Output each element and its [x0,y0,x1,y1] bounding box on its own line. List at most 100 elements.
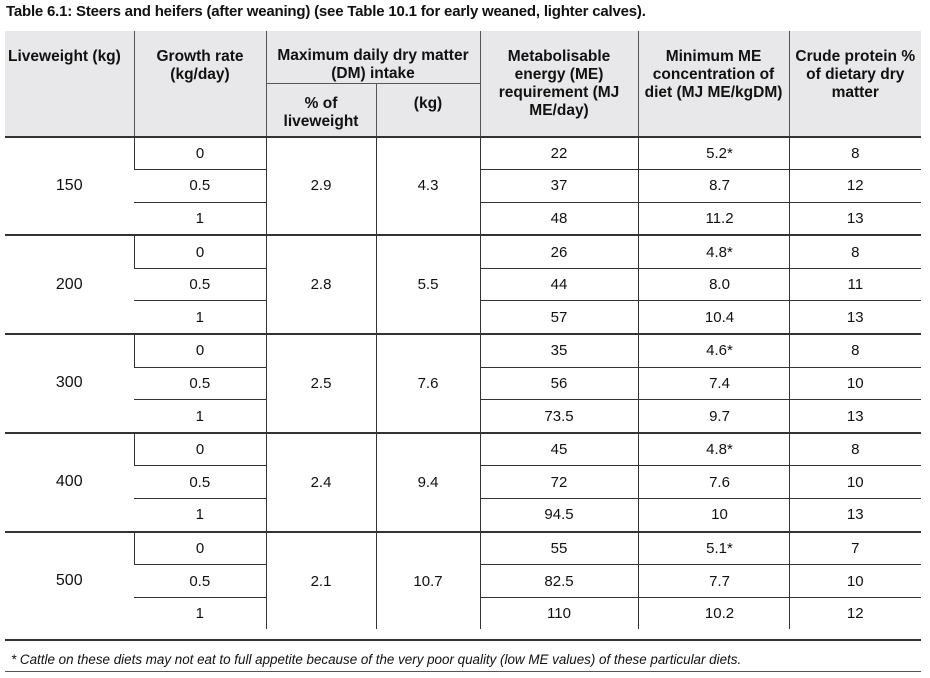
crude-protein-cell: 13 [788,498,922,532]
header-max-intake: Maximum daily dry matter (DM) intake [265,31,481,84]
me-requirement-cell: 110 [479,597,639,630]
growth-rate-cell: 1 [195,407,204,425]
growth-rate-cell: 0.5 [134,465,266,500]
liveweight-cell: 200 [5,234,134,335]
crude-protein-cell: 13 [788,202,922,236]
min-me-cell: 4.6* [637,333,790,368]
intake-kg-cell: 4.3 [375,136,481,236]
header-growth-rate: Growth rate (kg/day) [133,31,266,138]
min-me-cell: 10.2 [637,597,790,630]
table-row: 1 110 10.2 12 [5,597,922,630]
growth-rate-cell: 0 [133,234,266,269]
growth-rate-cell: 0 [133,431,266,467]
min-me-cell: 7.6 [637,465,790,500]
header-crude-protein: Crude protein % of dietary dry matter [788,31,922,138]
me-requirement-cell: 56 [479,367,639,401]
header-kg: (kg) [375,83,481,138]
table-title: Table 6.1: Steers and heifers (after wea… [6,3,646,20]
crude-protein-cell: 12 [788,597,922,630]
table-row: 500 0 2.1 10.7 55 5.1* 7 [5,530,922,630]
min-me-cell: 10 [637,498,790,532]
liveweight-cell: 300 [5,333,134,433]
header-me-requirement: Metabolisable energy (ME) requirement (M… [479,31,639,138]
intake-kg-cell: 7.6 [375,333,481,433]
table-row: 200 0 2.8 5.5 26 4.8* 8 [5,234,922,335]
growth-rate-cell: 1 [195,605,204,623]
liveweight-cell: 400 [5,431,134,532]
growth-rate-cell: 0.5 [134,367,266,401]
bottom-rule [5,671,921,672]
growth-rate-cell: 0 [133,333,266,368]
pct-liveweight-cell: 2.9 [265,136,376,236]
pct-liveweight-cell: 2.4 [265,431,376,532]
min-me-cell: 4.8* [637,234,790,269]
me-requirement-cell: 73.5 [479,399,639,433]
crude-protein-cell: 13 [788,300,922,335]
crude-protein-cell: 8 [788,431,922,467]
growth-rate-cell: 0 [133,136,266,171]
min-me-cell: 10.4 [637,300,790,335]
me-requirement-cell: 82.5 [479,564,639,598]
min-me-cell: 8.0 [637,268,790,302]
me-requirement-cell: 22 [479,136,639,171]
growth-rate-cell: 1 [195,506,204,524]
me-requirement-cell: 26 [479,234,639,269]
crude-protein-cell: 7 [788,530,922,566]
min-me-cell: 7.7 [637,564,790,598]
pct-liveweight-cell: 2.5 [265,333,376,433]
table-row: 0.5 56 7.4 10 [5,367,922,401]
crude-protein-cell: 8 [788,136,922,171]
min-me-cell: 8.7 [637,169,790,203]
crude-protein-cell: 10 [788,367,922,401]
intake-kg-cell: 9.4 [375,431,481,532]
growth-rate-cell: 0 [133,530,266,566]
nutrition-table: Liveweight (kg) Growth rate (kg/day) Max… [5,31,922,630]
crude-protein-cell: 12 [788,169,922,203]
crude-protein-cell: 10 [788,564,922,598]
intake-kg-cell: 5.5 [375,234,481,335]
me-requirement-cell: 44 [479,268,639,302]
table-row: 300 0 2.5 7.6 35 4.6* 8 [5,333,922,433]
header-liveweight: Liveweight (kg) [5,31,134,138]
footnote: * Cattle on these diets may not eat to f… [5,639,921,667]
me-requirement-cell: 94.5 [479,498,639,532]
min-me-cell: 4.8* [637,431,790,467]
growth-rate-cell: 0.5 [134,169,266,203]
table-body: 150 0 2.9 4.3 22 5.2* 8 0.5 37 8.7 12 1 48 11.2 13 200 0… [5,136,922,630]
table-row: 0.5 37 8.7 12 [5,169,922,203]
liveweight-cell: 500 [5,530,134,630]
me-requirement-cell: 35 [479,333,639,368]
intake-kg-cell: 10.7 [375,530,481,630]
me-requirement-cell: 57 [479,300,639,335]
table-row: 0.5 72 7.6 10 [5,465,922,500]
crude-protein-cell: 8 [788,234,922,269]
min-me-cell: 9.7 [637,399,790,433]
table-header: Liveweight (kg) Growth rate (kg/day) Max… [5,31,922,138]
pct-liveweight-cell: 2.1 [265,530,376,630]
me-requirement-cell: 72 [479,465,639,500]
growth-rate-cell: 1 [195,308,204,326]
growth-rate-cell: 1 [195,209,204,227]
table-row: 1 57 10.4 13 [5,300,922,335]
min-me-cell: 11.2 [637,202,790,236]
table-row: 400 0 2.4 9.4 45 4.8* 8 [5,431,922,532]
liveweight-cell: 150 [55,176,83,194]
min-me-cell: 5.1* [637,530,790,566]
growth-rate-cell: 0.5 [134,564,266,598]
me-requirement-cell: 45 [479,431,639,467]
crude-protein-cell: 10 [788,465,922,500]
header-pct-liveweight: % of liveweight [265,83,376,138]
table-row: 1 94.5 10 13 [5,498,922,532]
table-row: 0.5 44 8.0 11 [5,268,922,302]
crude-protein-cell: 11 [788,268,922,302]
crude-protein-cell: 13 [788,399,922,433]
min-me-cell: 7.4 [637,367,790,401]
min-me-cell: 5.2* [637,136,790,171]
header-min-me: Minimum ME concentration of diet (MJ ME/… [637,31,790,138]
me-requirement-cell: 55 [479,530,639,566]
table-row: 150 0 2.9 4.3 22 5.2* 8 [5,136,922,236]
crude-protein-cell: 8 [788,333,922,368]
table-row: 0.5 82.5 7.7 10 [5,564,922,598]
growth-rate-cell: 0.5 [134,268,266,302]
table-row: 1 73.5 9.7 13 [5,399,922,433]
